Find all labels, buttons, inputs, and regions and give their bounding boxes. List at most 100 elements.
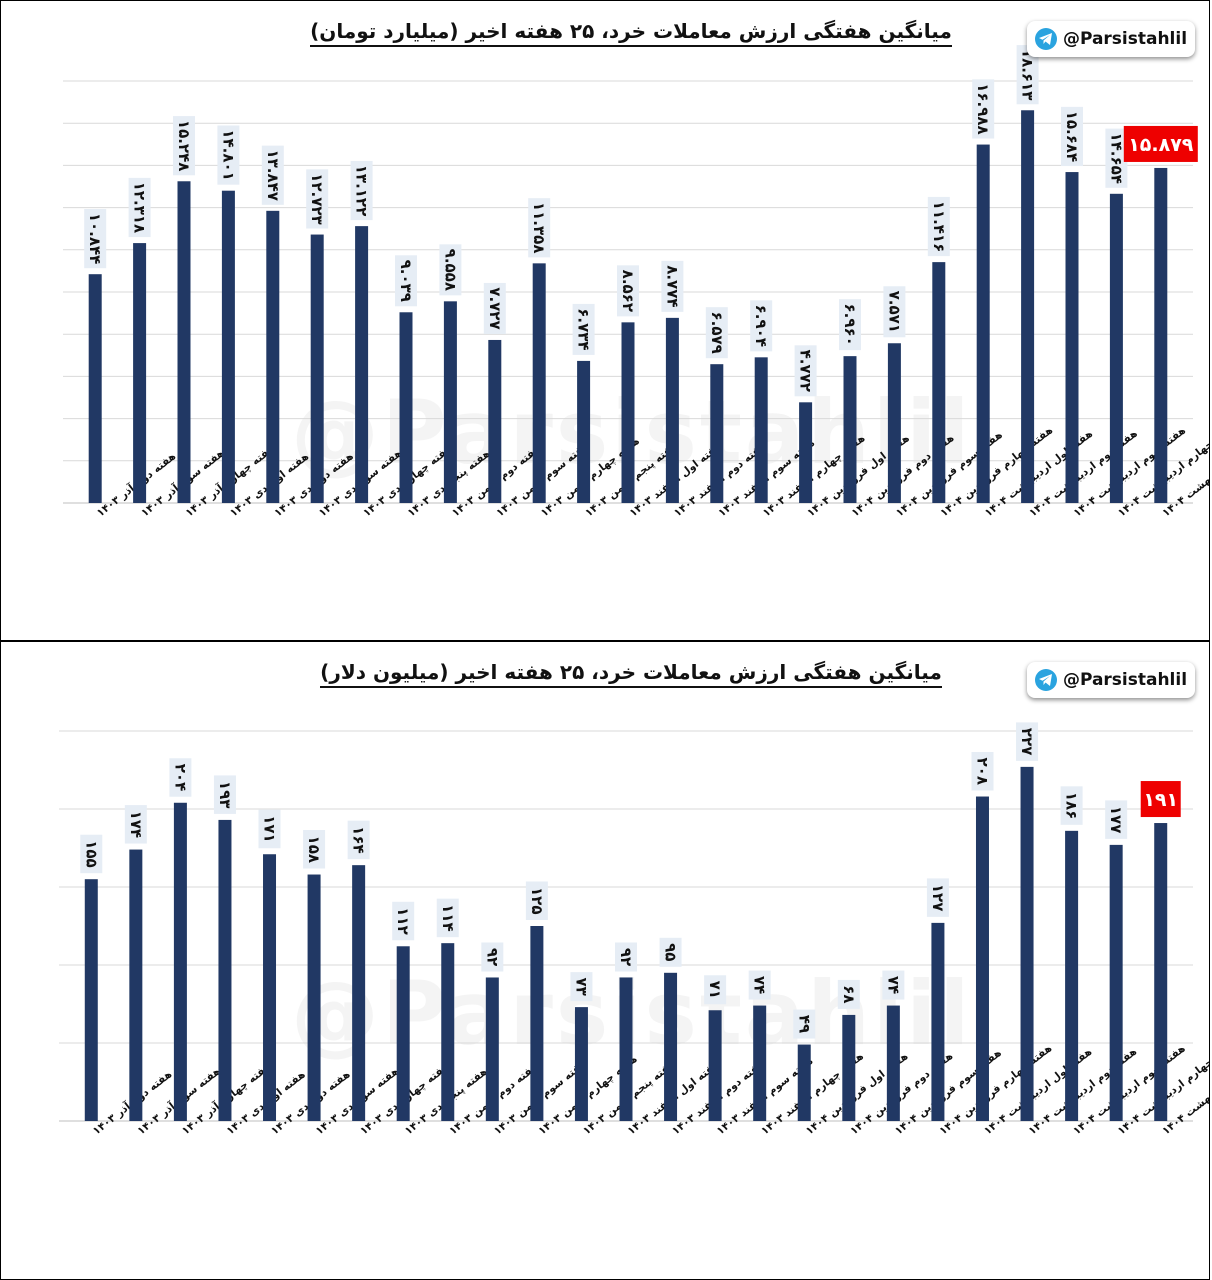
value-label: ۴۹: [793, 1009, 816, 1039]
bar: [1109, 193, 1123, 503]
value-label-text: ۱۰.۸۴۴: [86, 213, 104, 264]
value-label: ۱۱۲: [392, 901, 415, 941]
value-label-text: ۹۲: [617, 948, 635, 966]
value-label-box: [303, 830, 326, 869]
value-label-text: ۹۵: [662, 943, 680, 961]
bar: [1065, 172, 1079, 503]
bar: [530, 926, 544, 1121]
value-label-box: [347, 820, 370, 860]
value-label-box: [794, 345, 817, 397]
value-label-text: ۷.۵۷۱: [885, 291, 903, 333]
bar: [177, 181, 191, 503]
value-label-text: ۱۳.۱۲۲: [353, 165, 371, 216]
highlight-value-text: ۱۵.۸۷۹: [1128, 134, 1194, 156]
highlight-value-text: ۱۹۱: [1143, 789, 1178, 811]
value-label-box: [883, 286, 906, 338]
value-label: ۱۲۵: [525, 881, 548, 920]
value-label-text: ۱۱.۳۵۸: [530, 202, 548, 253]
bar: [173, 802, 187, 1121]
value-label-box: [128, 177, 151, 238]
value-label-box: [926, 878, 949, 917]
value-label-text: ۱۵.۲۴۸: [175, 120, 193, 171]
value-label-text: ۱۵۵: [82, 840, 100, 867]
value-label: ۹.۵۵۸: [439, 244, 462, 296]
value-label-box: [704, 975, 727, 1005]
value-label-text: ۶.۵۷۹: [708, 312, 726, 354]
value-label-text: ۱۹۳: [216, 781, 234, 808]
value-label-box: [173, 116, 195, 176]
value-label: ۱۱.۴۱۶: [927, 196, 950, 257]
bar: [218, 819, 232, 1121]
bar: [843, 356, 857, 503]
value-label-text: ۶.۹۶۰: [841, 303, 859, 345]
value-label: ۱۵۸: [303, 830, 326, 869]
value-label-text: ۷۱: [706, 981, 724, 999]
bar: [307, 874, 321, 1121]
value-label-box: [1105, 128, 1128, 188]
value-label-text: ۱۶.۹۸۸: [974, 83, 992, 134]
value-label-box: [483, 282, 506, 334]
value-label-box: [659, 937, 682, 967]
value-label-box: [436, 898, 459, 938]
bar: [266, 210, 280, 503]
chart-title: میانگین هفتگی ارزش معاملات خرد، ۲۵ هفته …: [201, 19, 1061, 47]
value-label-box: [837, 979, 860, 1009]
value-label-box: [1061, 106, 1083, 167]
value-label-text: ۲۰۸: [973, 758, 991, 785]
bar: [441, 943, 455, 1121]
telegram-icon: [1034, 28, 1057, 50]
value-label-text: ۱۷۴: [127, 811, 145, 838]
value-label: ۲۲۷: [1016, 722, 1039, 761]
value-label-text: ۹۲: [483, 948, 501, 966]
telegram-handle: @Parsistahlil: [1062, 670, 1188, 690]
value-label-text: ۱۲۷: [929, 884, 947, 911]
value-label: ۸.۷۷۴: [661, 260, 684, 312]
value-label: ۱۹۳: [213, 775, 236, 814]
value-label: ۱۷۴: [124, 805, 147, 844]
bar: [842, 1014, 856, 1121]
telegram-badge[interactable]: @Parsistahlil: [1027, 21, 1195, 57]
bar: [754, 357, 768, 503]
value-label: ۶.۹۰۴: [750, 300, 773, 352]
value-label-box: [570, 972, 593, 1002]
value-label-text: ۱۶۴: [350, 826, 368, 853]
value-label-text: ۱۵.۶۸۴: [1063, 111, 1081, 162]
bar: [931, 922, 945, 1121]
bar: [88, 274, 102, 503]
bar: [577, 360, 591, 503]
value-label-box: [84, 208, 107, 269]
value-label-text: ۸.۵۶۲: [619, 270, 637, 312]
value-label: ۱۵۵: [80, 834, 103, 874]
value-label-box: [306, 169, 329, 229]
value-label-text: ۹.۰۳۹: [397, 260, 415, 302]
value-label-text: ۱۱۲: [394, 907, 412, 934]
value-label: ۱۶.۹۸۸: [972, 79, 995, 139]
value-label-box: [661, 260, 684, 312]
value-label-text: ۱۱۴: [439, 904, 457, 931]
bar: [975, 796, 989, 1121]
value-label: ۱۸۶: [1060, 786, 1083, 825]
value-label-box: [748, 970, 771, 1000]
highlight-value-label: ۱۵.۸۷۹: [1123, 125, 1198, 162]
chart-title: میانگین هفتگی ارزش معاملات خرد، ۲۵ هفته …: [201, 660, 1061, 688]
value-label: ۱۳.۸۴۷: [261, 145, 284, 205]
value-label-box: [528, 198, 551, 258]
value-label: ۷۴: [748, 970, 771, 1000]
bar: [443, 301, 457, 503]
value-label: ۶۸: [837, 979, 860, 1009]
telegram-badge[interactable]: @Parsistahlil: [1027, 662, 1195, 698]
value-label-box: [392, 901, 415, 941]
value-label-box: [124, 805, 147, 844]
bar: [396, 946, 410, 1121]
bar: [799, 402, 813, 503]
value-label-box: [793, 1009, 816, 1039]
value-label-text: ۱۲۵: [528, 887, 546, 914]
bar: [932, 262, 946, 503]
value-label-box: [839, 299, 861, 351]
value-label: ۱۴.۶۵۴: [1105, 128, 1128, 188]
value-label: ۱۷۷: [1105, 800, 1128, 839]
value-label-text: ۹.۵۵۸: [441, 249, 459, 291]
bar: [886, 1005, 900, 1121]
value-label-text: ۶.۹۰۴: [752, 305, 770, 347]
